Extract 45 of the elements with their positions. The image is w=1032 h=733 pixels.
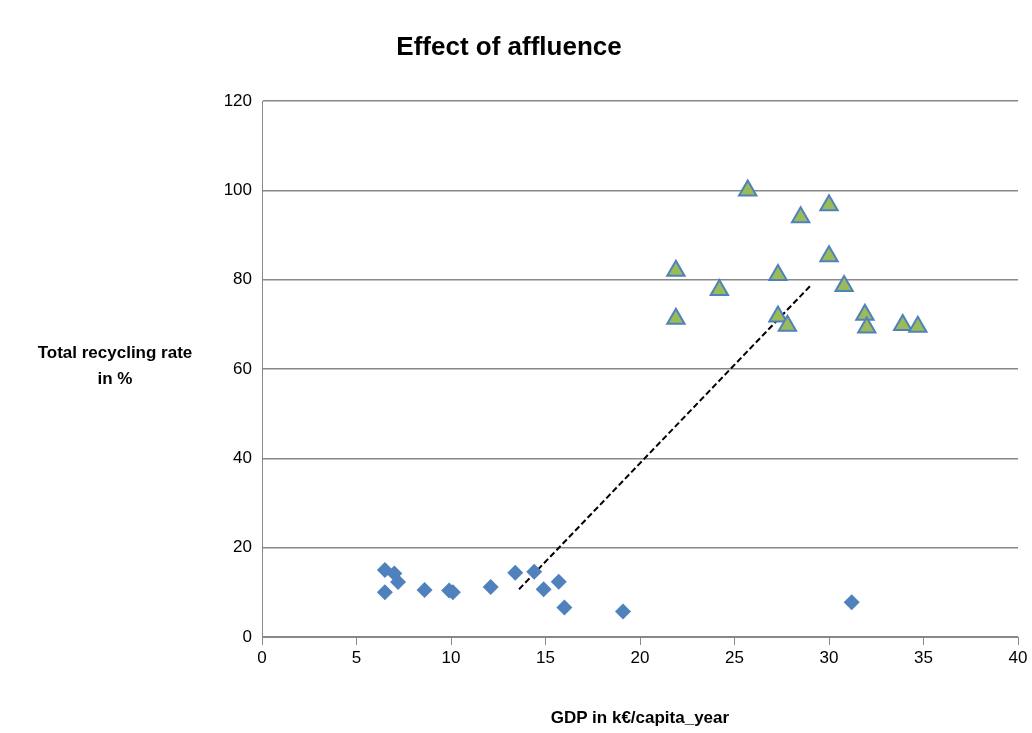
point <box>482 578 499 595</box>
chart-title: Effect of affluence <box>396 30 622 61</box>
point <box>893 313 913 331</box>
y-tick-label: 100 <box>223 180 252 200</box>
point <box>376 584 393 601</box>
x-tick-label: 35 <box>914 647 933 667</box>
point <box>614 603 631 620</box>
point <box>416 582 433 599</box>
y-tick-label: 0 <box>242 626 252 646</box>
y-tick-label: 20 <box>233 537 252 557</box>
x-tick-label: 0 <box>257 647 267 667</box>
point <box>550 573 567 590</box>
point <box>666 307 686 325</box>
point <box>908 315 928 333</box>
point <box>507 564 524 581</box>
point <box>834 275 854 293</box>
point <box>855 303 875 321</box>
x-tick-label: 15 <box>536 647 555 667</box>
x-tick-label: 20 <box>630 647 650 667</box>
point <box>843 594 860 611</box>
x-tick-label: 25 <box>725 647 744 667</box>
x-tick-label: 5 <box>351 647 362 667</box>
point <box>777 314 798 332</box>
x-axis-title: GDP in k€/capita_year <box>550 708 730 728</box>
point <box>857 316 877 334</box>
point <box>819 194 839 212</box>
point <box>526 563 543 580</box>
x-tick-label: 40 <box>1008 647 1028 667</box>
point <box>768 263 788 281</box>
y-tick-label: 80 <box>233 269 252 289</box>
point <box>790 206 811 224</box>
point <box>709 279 730 297</box>
point <box>738 179 758 197</box>
point <box>535 581 552 598</box>
y-axis-title: Total recycling rate in % <box>36 342 194 390</box>
y-tick-label: 120 <box>223 90 252 110</box>
y-tick-label: 40 <box>233 448 252 468</box>
point <box>819 245 839 263</box>
point <box>666 259 686 277</box>
y-tick-label: 60 <box>233 358 252 378</box>
x-tick-label: 10 <box>441 647 461 667</box>
x-tick-label: 30 <box>819 647 839 667</box>
point <box>390 574 407 591</box>
point <box>556 599 573 616</box>
point <box>768 305 788 323</box>
